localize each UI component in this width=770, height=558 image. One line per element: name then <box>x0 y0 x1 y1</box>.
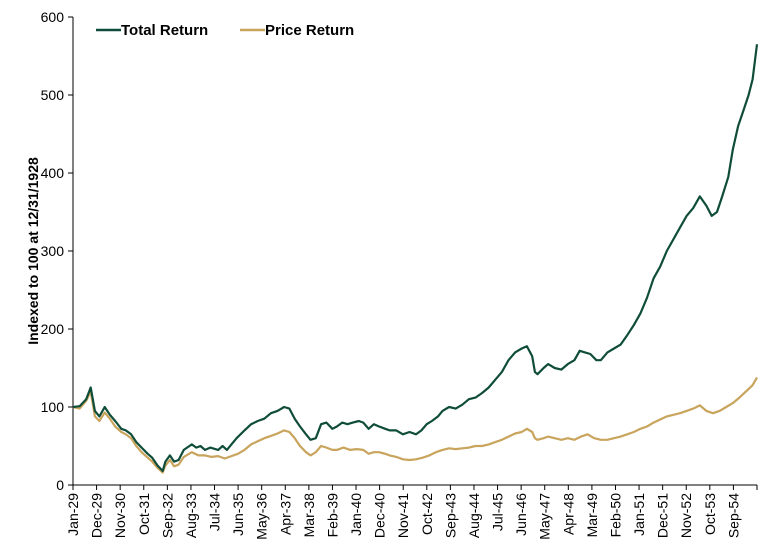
axes: 0 100 200 300 400 500 600 Jan-29 Dec-29 Nov-30 Oct… <box>41 9 758 540</box>
x-tick-label: Jul-45 <box>490 493 506 531</box>
y-tick-label: 500 <box>41 87 65 103</box>
x-tick-label: Oct-53 <box>702 493 718 535</box>
x-tick-label: Sep-43 <box>442 493 458 538</box>
y-tick-label: 600 <box>41 9 65 25</box>
legend-label: Total Return <box>121 22 208 39</box>
x-tick-label: Feb-39 <box>324 493 340 538</box>
x-tick-label: Mar-49 <box>584 493 600 538</box>
x-tick-label: Aug-33 <box>183 493 199 538</box>
legend: Total Return Price Return <box>96 22 354 39</box>
x-tick-label: May-36 <box>254 493 270 540</box>
x-tick-label: Jul-34 <box>207 493 223 531</box>
x-tick-label: Oct-31 <box>136 493 152 535</box>
x-tick-label: Dec-51 <box>655 493 671 538</box>
x-tick-label: May-47 <box>537 493 553 540</box>
y-tick-label: 200 <box>41 321 65 337</box>
series-group <box>72 44 759 474</box>
x-tick-label: Nov-30 <box>112 493 128 538</box>
y-tick-label: 0 <box>56 477 64 493</box>
x-tick-label: Nov-52 <box>678 493 694 538</box>
series-line-price-return <box>72 376 758 474</box>
x-tick-label: Jan-51 <box>631 493 647 536</box>
x-tick-label: Aug-44 <box>466 493 482 538</box>
x-tick-label: Apr-48 <box>560 493 576 535</box>
legend-label: Price Return <box>265 22 354 39</box>
x-tick-label: Jan-40 <box>348 493 364 536</box>
x-tick-label: Mar-38 <box>301 493 317 538</box>
x-tick-label: Jun-46 <box>513 493 529 536</box>
x-tick-label: Dec-40 <box>372 493 388 538</box>
x-tick-label: Dec-29 <box>89 493 105 538</box>
x-tick-label: Sep-54 <box>725 493 741 538</box>
x-tick-label: Jun-35 <box>230 493 246 536</box>
y-axis-label: Indexed to 100 at 12/31/1928 <box>25 157 41 345</box>
x-tick-label: Sep-32 <box>159 493 175 538</box>
x-tick-label: Apr-37 <box>277 493 293 535</box>
x-tick-label: Oct-42 <box>419 493 435 535</box>
y-tick-label: 400 <box>41 165 65 181</box>
y-tick-label: 300 <box>41 243 65 259</box>
series-line-total-return <box>72 44 759 473</box>
x-tick-label: Jan-29 <box>65 493 81 536</box>
x-tick-label: Nov-41 <box>395 493 411 538</box>
y-tick-label: 100 <box>41 399 65 415</box>
x-tick-label: Feb-50 <box>607 493 623 538</box>
